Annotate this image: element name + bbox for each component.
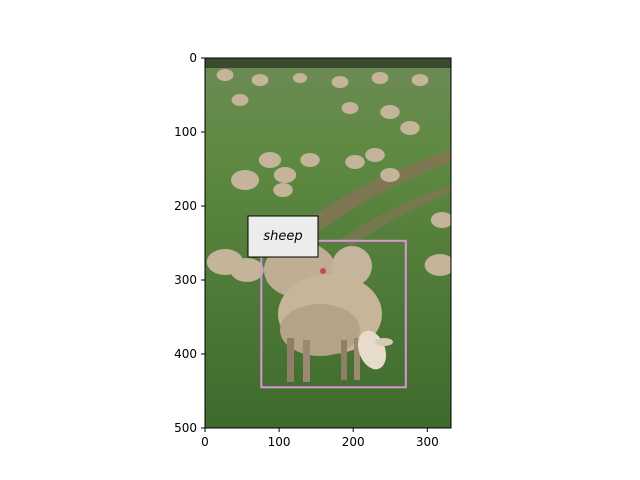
background-sheep xyxy=(341,102,359,114)
dirt-track-2 xyxy=(340,185,451,246)
pasture-background xyxy=(205,58,451,428)
background-sheep xyxy=(231,94,249,106)
background-sheep xyxy=(273,183,293,197)
background-sheep xyxy=(258,152,282,168)
background-sheep xyxy=(400,121,420,135)
background-sheep xyxy=(230,258,264,282)
background-sheep xyxy=(371,72,389,84)
annotation-label: sheep xyxy=(263,229,302,244)
x-tick-label: 200 xyxy=(342,435,365,449)
background-sheep xyxy=(424,254,451,276)
sheep-photo xyxy=(205,58,451,428)
dirt-track xyxy=(300,150,451,235)
background-sheep xyxy=(345,155,365,169)
y-tick-label: 300 xyxy=(174,273,197,287)
annotation-bounding-box xyxy=(260,239,407,389)
background-sheep xyxy=(430,212,451,228)
y-axis: 0 100 200 300 400 500 xyxy=(174,51,205,435)
axes-frame xyxy=(204,57,452,429)
background-sheep xyxy=(365,148,385,162)
background-sheep xyxy=(231,170,259,190)
x-axis: 0 100 200 300 xyxy=(201,428,439,449)
y-tick-label: 0 xyxy=(189,51,197,65)
background-sheep xyxy=(293,73,307,83)
annotation-label-box: sheep xyxy=(247,215,319,258)
background-sheep xyxy=(411,74,429,86)
x-tick-label: 300 xyxy=(416,435,439,449)
tree-line xyxy=(205,58,451,68)
background-sheep xyxy=(273,167,297,183)
y-tick-label: 200 xyxy=(174,199,197,213)
background-sheep xyxy=(216,69,234,81)
y-tick-label: 400 xyxy=(174,347,197,361)
background-sheep xyxy=(380,105,400,119)
background-sheep xyxy=(331,76,349,88)
x-tick-label: 100 xyxy=(268,435,291,449)
background-sheep xyxy=(251,74,269,86)
y-tick-label: 500 xyxy=(174,421,197,435)
background-sheep xyxy=(300,153,320,167)
x-tick-label: 0 xyxy=(201,435,209,449)
background-sheep xyxy=(380,168,400,182)
y-tick-label: 100 xyxy=(174,125,197,139)
